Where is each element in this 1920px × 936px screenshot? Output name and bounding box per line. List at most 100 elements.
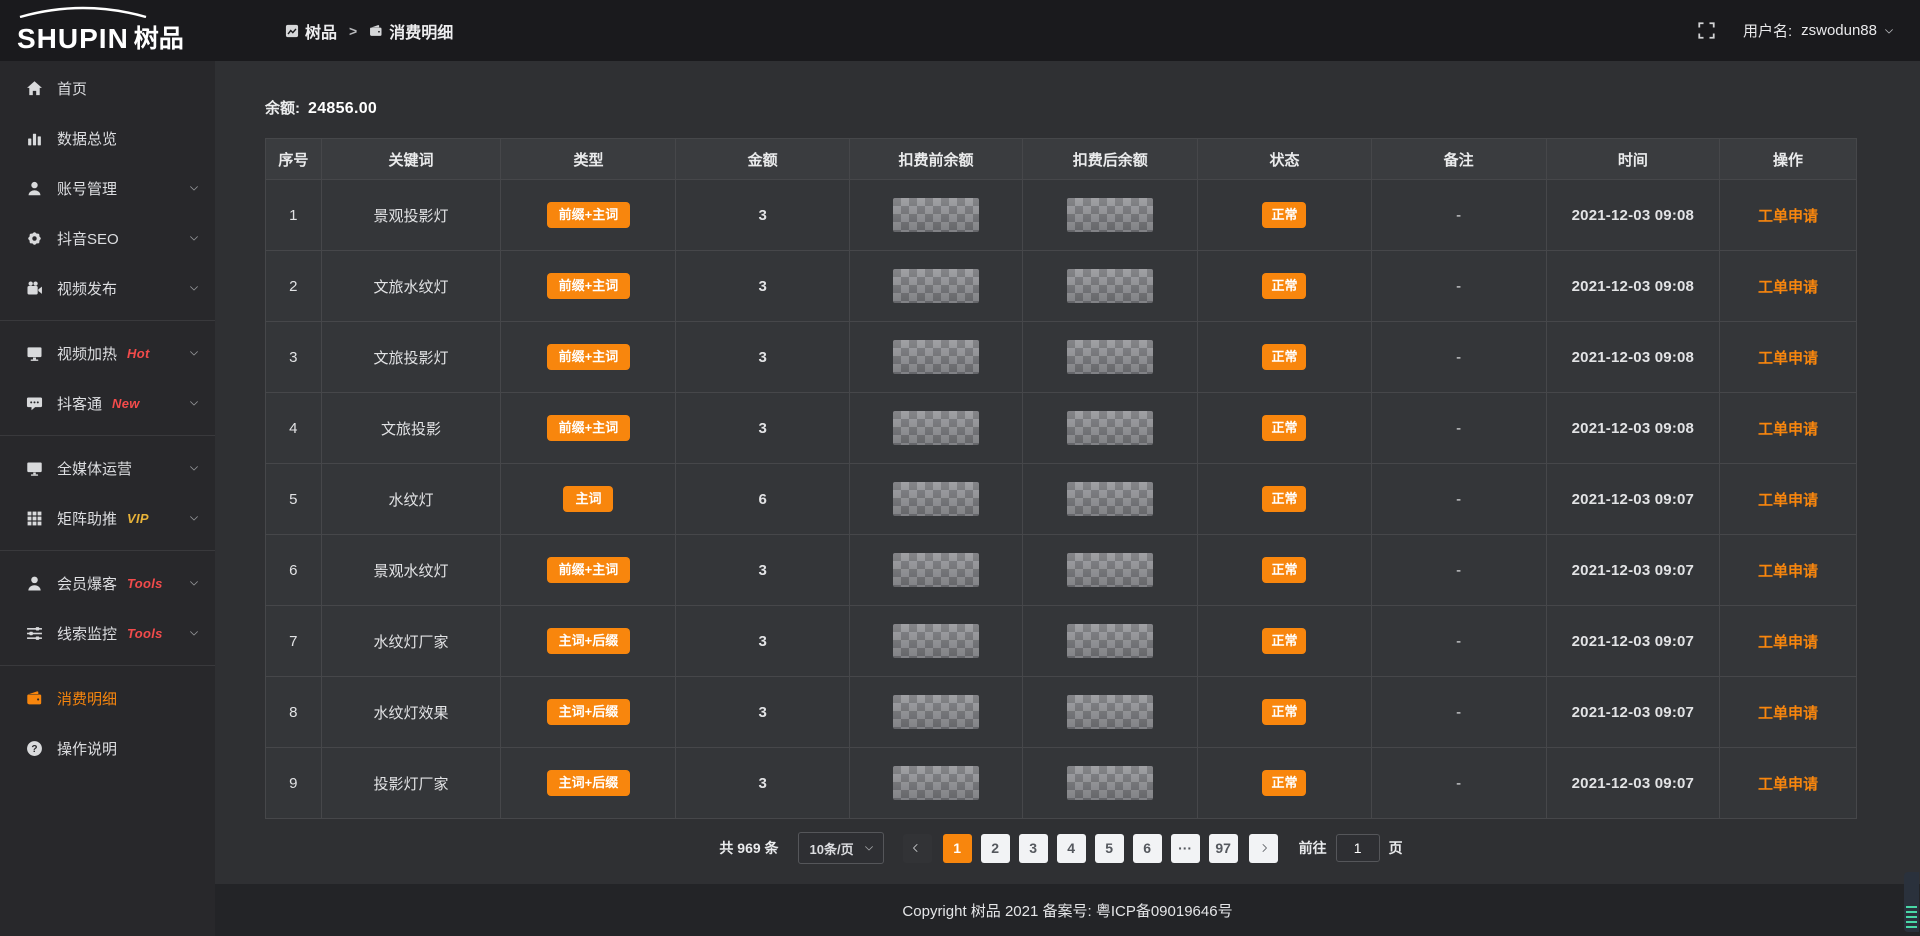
page-button-97[interactable]: 97 <box>1208 833 1238 863</box>
page-button-6[interactable]: 6 <box>1132 833 1162 863</box>
ticket-request-link[interactable]: 工单申请 <box>1758 278 1819 296</box>
sidebar-item-tag: Tools <box>127 575 163 591</box>
type-badge: 前缀+主词 <box>546 202 631 228</box>
status-badge: 正常 <box>1262 699 1307 725</box>
chevron-down-icon <box>189 462 199 471</box>
user-menu[interactable]: 用户名: zswodun88 <box>1742 20 1894 41</box>
wallet-icon <box>26 690 43 707</box>
page-button-5[interactable]: 5 <box>1094 833 1124 863</box>
sidebar-item-matrix-boost[interactable]: 矩阵助推 VIP <box>0 493 215 543</box>
sliders-icon <box>26 625 43 642</box>
ticket-request-link[interactable]: 工单申请 <box>1758 349 1819 367</box>
chevron-down-icon <box>189 397 199 406</box>
sidebar-item-account-management[interactable]: 账号管理 <box>0 163 215 213</box>
user-solid-icon <box>26 575 43 592</box>
balance-after-cell <box>1022 676 1199 748</box>
page-button-1[interactable]: 1 <box>942 833 972 863</box>
sidebar-item-consumption-detail[interactable]: 消费明细 <box>0 673 215 723</box>
sidebar-item-member-burst[interactable]: 会员爆客 Tools <box>0 558 215 608</box>
balance-before-cell <box>848 747 1024 819</box>
sidebar-item-video-publish[interactable]: 视频发布 <box>0 263 215 313</box>
amount-cell: 3 <box>675 676 850 748</box>
sidebar-item-omni-media[interactable]: 全媒体运营 <box>0 443 215 493</box>
redacted-balance-before <box>893 695 980 729</box>
time-cell: 2021-12-03 09:07 <box>1545 463 1721 535</box>
action-cell: 工单申请 <box>1719 392 1857 464</box>
column-header: 操作 <box>1719 138 1857 180</box>
ticket-request-link[interactable]: 工单申请 <box>1758 207 1819 225</box>
keyword-cell: 景观水纹灯 <box>320 534 502 606</box>
question-icon: ? <box>26 740 43 757</box>
sidebar-item-lead-monitor[interactable]: 线索监控 Tools <box>0 608 215 658</box>
floating-widget[interactable] <box>1904 872 1919 932</box>
sidebar-item-douyin-seo[interactable]: 抖音SEO <box>0 213 215 263</box>
balance-before-cell <box>848 463 1024 535</box>
ticket-request-link[interactable]: 工单申请 <box>1758 704 1819 722</box>
redacted-balance-before <box>893 766 980 800</box>
status-badge: 正常 <box>1262 344 1307 370</box>
ticket-request-link[interactable]: 工单申请 <box>1758 491 1819 509</box>
keyword-cell: 文旅水纹灯 <box>320 250 502 322</box>
goto-page-input[interactable] <box>1335 834 1380 862</box>
amount-cell: 3 <box>675 392 850 464</box>
status-badge: 正常 <box>1262 273 1307 299</box>
keyword-cell: 水纹灯厂家 <box>320 605 502 677</box>
page-ellipsis-button[interactable]: ··· <box>1170 833 1200 863</box>
page-button-2[interactable]: 2 <box>980 833 1010 863</box>
redacted-balance-after <box>1067 411 1154 445</box>
action-cell: 工单申请 <box>1719 463 1857 535</box>
sidebar-item-data-overview[interactable]: 数据总览 <box>0 113 215 163</box>
topbar-right: 用户名: zswodun88 <box>1698 20 1920 41</box>
page-button-3[interactable]: 3 <box>1018 833 1048 863</box>
chevron-left-icon <box>912 843 922 853</box>
next-page-button[interactable] <box>1248 833 1278 863</box>
footer: Copyright 树品 2021 备案号: 粤ICP备09019646号 <box>215 884 1920 936</box>
sidebar-item-operation-guide[interactable]: ? 操作说明 <box>0 723 215 773</box>
redacted-balance-before <box>893 269 980 303</box>
type-cell: 主词+后缀 <box>500 605 677 677</box>
sidebar-item-label: 抖客通 <box>57 395 103 413</box>
pagination-total: 共 969 条 <box>719 840 779 856</box>
row-index-cell: 9 <box>265 747 322 819</box>
sidebar-item-douketong[interactable]: 抖客通 New <box>0 378 215 428</box>
brand-logo: SHUPIN 树品 <box>0 0 215 61</box>
prev-page-button[interactable] <box>902 833 932 863</box>
chevron-down-icon <box>864 842 873 851</box>
sidebar-item-home[interactable]: 首页 <box>0 63 215 113</box>
balance-after-cell <box>1022 392 1199 464</box>
action-cell: 工单申请 <box>1719 321 1857 393</box>
column-header: 状态 <box>1197 138 1372 180</box>
ticket-request-link[interactable]: 工单申请 <box>1758 775 1819 793</box>
balance-before-cell <box>848 392 1024 464</box>
sidebar-item-label: 视频加热 <box>57 345 118 363</box>
username-label: 用户名: <box>1742 23 1793 40</box>
breadcrumb-item-current[interactable]: 消费明细 <box>369 19 453 43</box>
breadcrumb-item-home[interactable]: 树品 <box>285 19 337 43</box>
keyword-cell: 水纹灯 <box>320 463 502 535</box>
status-cell: 正常 <box>1197 605 1372 677</box>
redacted-balance-before <box>893 340 980 374</box>
sidebar-item-label: 抖音SEO <box>57 230 119 248</box>
sidebar-item-tag: Tools <box>127 625 163 641</box>
remark-cell: - <box>1370 534 1547 606</box>
amount-cell: 3 <box>675 534 850 606</box>
row-index-cell: 8 <box>265 676 322 748</box>
sidebar-item-label: 首页 <box>57 80 88 98</box>
page-size-select[interactable]: 10条/页 <box>797 832 884 864</box>
ticket-request-link[interactable]: 工单申请 <box>1758 633 1819 651</box>
page-button-4[interactable]: 4 <box>1056 833 1086 863</box>
goto-label: 前往 <box>1298 840 1327 856</box>
chevron-down-icon <box>189 577 199 586</box>
type-cell: 主词+后缀 <box>500 676 677 748</box>
action-cell: 工单申请 <box>1719 534 1857 606</box>
fullscreen-icon[interactable] <box>1698 22 1715 39</box>
time-cell: 2021-12-03 09:07 <box>1545 747 1721 819</box>
table-row: 2 文旅水纹灯 前缀+主词 3 正常 - 2021-12-03 09:08 工单… <box>265 250 1857 322</box>
ticket-request-link[interactable]: 工单申请 <box>1758 562 1819 580</box>
ticket-request-link[interactable]: 工单申请 <box>1758 420 1819 438</box>
page-size-value: 10条/页 <box>809 841 854 857</box>
sidebar-item-video-heating[interactable]: 视频加热 Hot <box>0 328 215 378</box>
type-badge: 前缀+主词 <box>546 557 631 583</box>
type-cell: 前缀+主词 <box>500 179 677 251</box>
copyright-text: Copyright 树品 2021 备案号: 粤ICP备09019646号 <box>902 902 1233 920</box>
